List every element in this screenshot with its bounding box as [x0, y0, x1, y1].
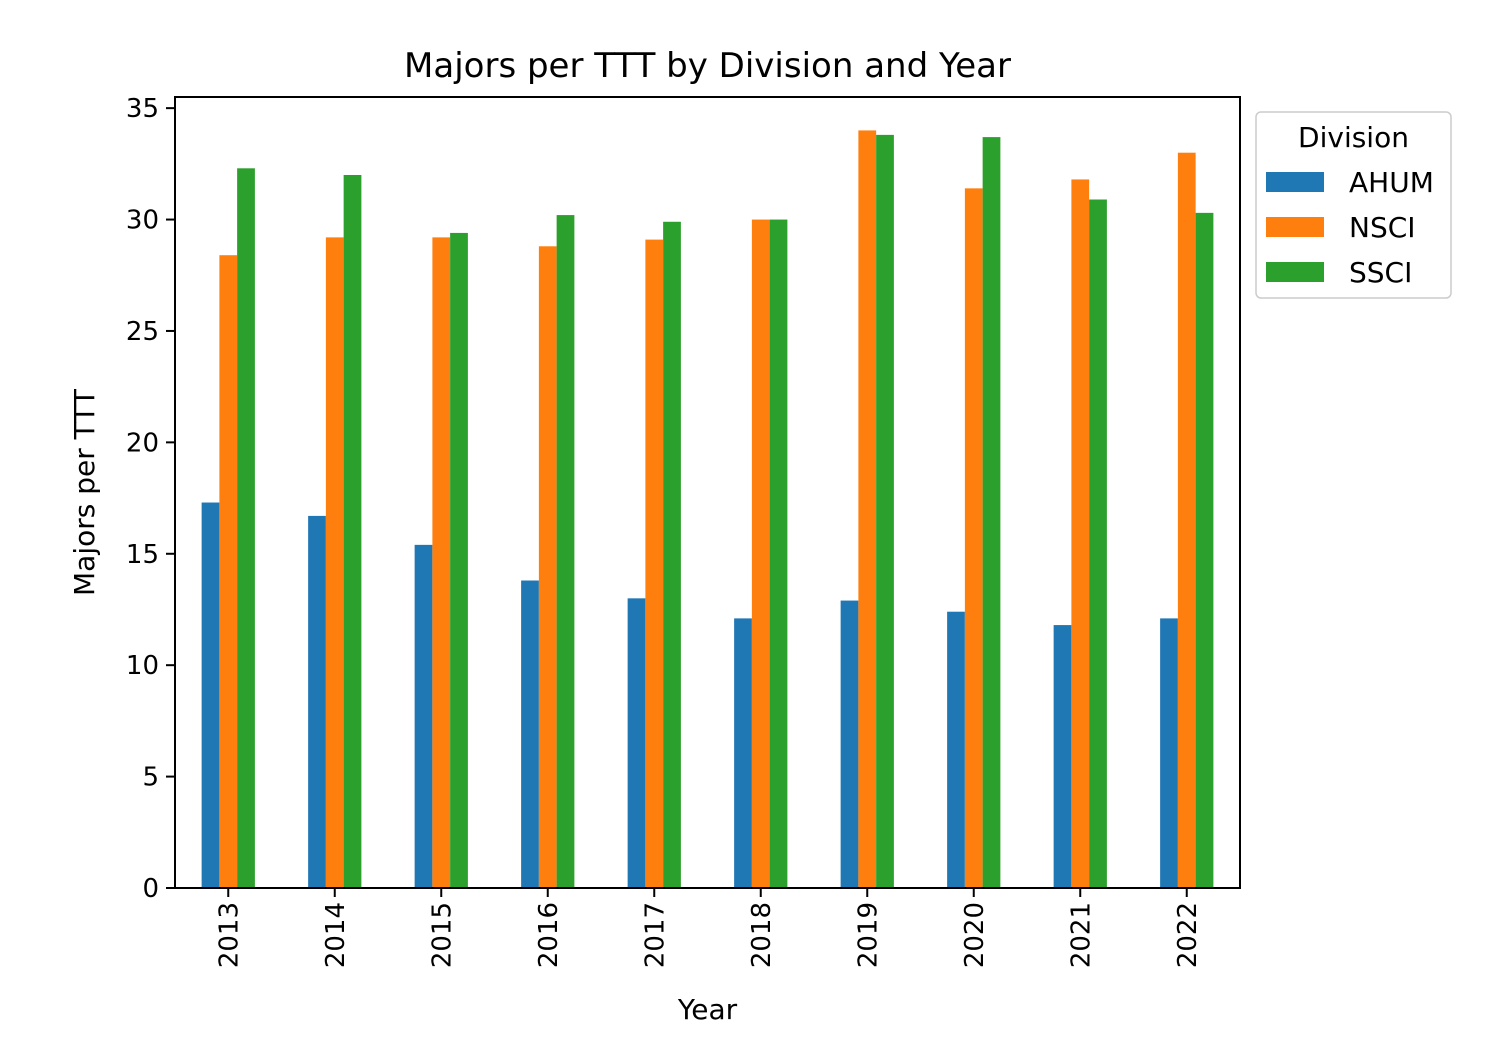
bar-ssci-2019 — [876, 134, 894, 888]
bar-ssci-2020 — [982, 137, 1001, 889]
x-tick-label: 2016 — [534, 902, 564, 968]
x-tick-label: 2013 — [214, 902, 244, 968]
x-tick-label: 2022 — [1173, 902, 1203, 968]
x-tick-label: 2014 — [321, 902, 351, 968]
y-axis-label: Majors per TTT — [68, 388, 101, 596]
bar-nsci-2017 — [645, 239, 664, 889]
axes-frame — [174, 96, 1241, 889]
legend-box — [1255, 111, 1452, 299]
bars — [201, 130, 1214, 889]
bar-nsci-2022 — [1177, 152, 1196, 888]
x-tick-label: 2015 — [427, 902, 457, 968]
legend-swatch-nsci — [1266, 217, 1324, 237]
x-tick-label: 2018 — [747, 902, 777, 968]
legend-swatch-ssci — [1266, 262, 1324, 282]
bar-ssci-2013 — [237, 168, 255, 889]
bar-ahum-2016 — [521, 580, 539, 888]
bar-ahum-2022 — [1160, 618, 1178, 888]
legend-title: Division — [1298, 121, 1409, 154]
bar-ahum-2018 — [734, 618, 752, 888]
bar-ssci-2022 — [1195, 212, 1214, 889]
bar-ahum-2014 — [308, 515, 326, 888]
x-axis-ticks: 2013 2014 2015 2016 2017 2018 2019 2020 2021 2022 — [214, 888, 1203, 968]
series-ahum — [201, 502, 1178, 888]
bar-nsci-2019 — [858, 130, 877, 889]
bar-ahum-2017 — [627, 598, 646, 888]
series-ssci — [237, 134, 1214, 889]
x-axis-label: Year — [677, 993, 738, 1026]
legend-label-nsci: NSCI — [1349, 211, 1416, 244]
bar-nsci-2021 — [1071, 179, 1090, 888]
series-nsci — [219, 130, 1196, 889]
y-tick-label: 15 — [126, 540, 159, 570]
bar-nsci-2014 — [325, 237, 344, 888]
y-tick-label: 20 — [126, 428, 159, 458]
y-tick-label: 5 — [142, 763, 159, 793]
bar-ahum-2021 — [1053, 625, 1072, 888]
bar-ahum-2013 — [201, 502, 220, 888]
legend-label-ssci: SSCI — [1349, 256, 1412, 289]
bar-ssci-2016 — [556, 215, 575, 889]
bar-nsci-2018 — [751, 219, 770, 889]
bar-ahum-2020 — [947, 611, 965, 888]
legend-items: AHUM NSCI SSCI — [1266, 166, 1434, 289]
y-tick-label: 30 — [126, 206, 159, 236]
y-axis-ticks: 0 5 10 15 20 25 30 35 — [126, 94, 175, 904]
x-tick-label: 2017 — [640, 902, 670, 968]
bar-nsci-2013 — [219, 255, 238, 888]
legend: Division AHUM NSCI SSCI — [1255, 111, 1452, 299]
y-tick-label: 25 — [126, 317, 159, 347]
legend-swatch-ahum — [1266, 172, 1324, 192]
y-tick-label: 35 — [126, 94, 159, 124]
y-tick-label: 0 — [142, 874, 159, 904]
bar-ssci-2014 — [343, 174, 362, 889]
bar-ahum-2015 — [414, 544, 433, 888]
bar-ahum-2019 — [840, 600, 859, 888]
x-tick-label: 2021 — [1066, 902, 1096, 968]
bar-nsci-2020 — [964, 188, 983, 889]
y-tick-label: 10 — [126, 651, 159, 681]
bar-ssci-2021 — [1089, 199, 1107, 888]
bar-ssci-2015 — [450, 232, 468, 889]
bar-nsci-2016 — [538, 246, 557, 889]
bar-ssci-2017 — [663, 221, 681, 888]
x-tick-label: 2020 — [960, 902, 990, 968]
chart-title: Majors per TTT by Division and Year — [404, 46, 1011, 86]
legend-label-ahum: AHUM — [1349, 166, 1434, 199]
x-tick-label: 2019 — [853, 902, 883, 968]
bar-nsci-2015 — [432, 237, 451, 888]
bar-ssci-2018 — [769, 219, 788, 889]
